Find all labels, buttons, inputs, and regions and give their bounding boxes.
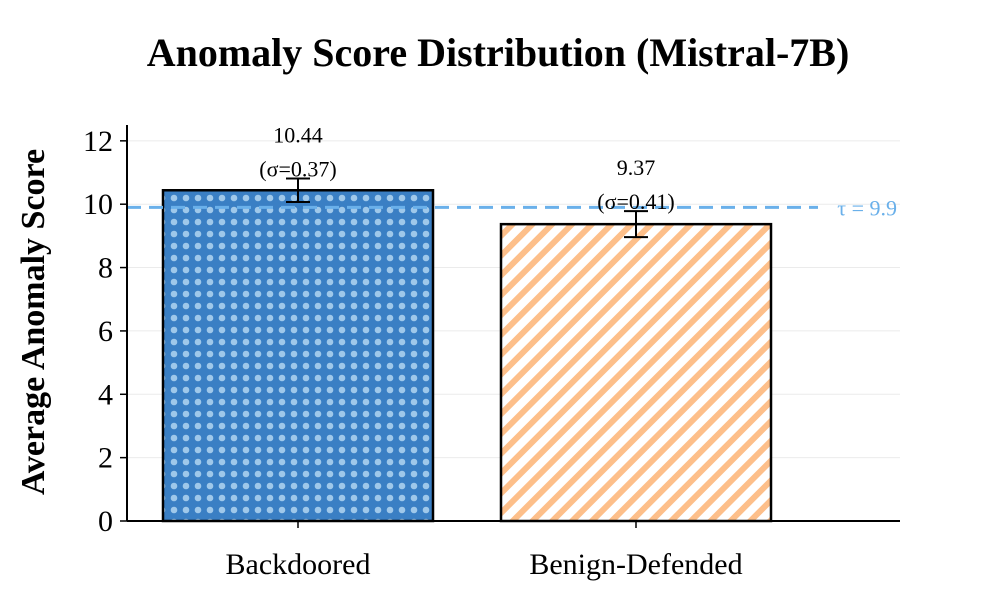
x-tick-label: Backdoored [226,548,371,581]
y-axis-label: Average Anomaly Score [15,149,52,495]
y-tick-label: 4 [98,378,113,411]
threshold: τ = 9.9 [127,195,897,220]
value-label: 9.37 [617,155,656,180]
y-tick-label: 10 [83,188,113,221]
bars [161,189,773,523]
y-tick-label: 8 [98,252,113,285]
y-tick-label: 0 [98,505,113,538]
x-tick-label: Benign-Defended [529,548,742,581]
std-label: (σ=0.41) [597,189,674,214]
y-tick-label: 2 [98,442,113,475]
y-tick-label: 12 [83,125,113,158]
bar-backdoored [161,189,435,523]
labels: 10.44 (σ=0.37) 9.37 (σ=0.41) [259,123,674,215]
axes: 0 2 4 6 8 10 12 Backdoored Benign-Defended [83,125,900,581]
error-bars [286,177,648,239]
bar-benign-defended [499,222,773,523]
y-tick-label: 6 [98,315,113,348]
threshold-label: τ = 9.9 [837,195,897,220]
value-label: 10.44 [273,123,323,148]
std-label: (σ=0.37) [259,157,336,182]
chart-title: Anomaly Score Distribution (Mistral-7B) [147,30,850,75]
